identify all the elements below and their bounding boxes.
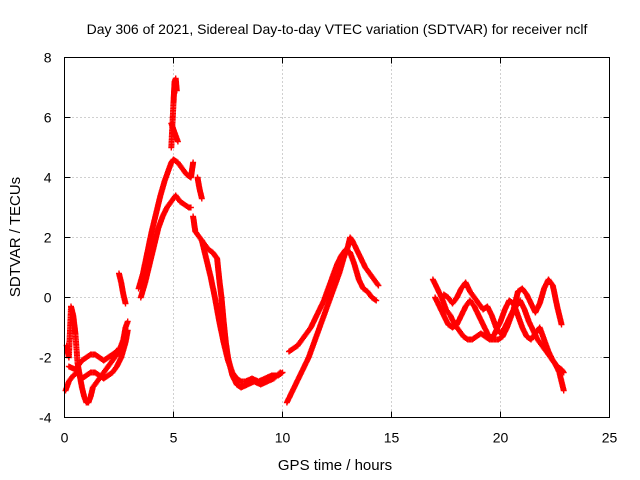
series-group [65,345,122,373]
y-tick-label: 8 [44,50,52,66]
y-tick-label: 2 [44,230,52,246]
x-tick-label: 10 [275,430,291,446]
y-tick-label: 4 [44,170,52,186]
data-point-markers [283,234,382,406]
y-tick-label: -4 [39,410,52,426]
x-tick-label: 15 [384,430,400,446]
chart-title: Day 306 of 2021, Sidereal Day-to-day VTE… [87,21,588,37]
series-group [62,327,131,394]
y-tick-label: 6 [44,110,52,126]
data-point-markers [194,174,205,202]
data-point-markers [198,237,286,385]
y-tick-label: -2 [39,350,52,366]
x-tick-label: 25 [602,430,618,446]
series-group [194,174,205,202]
series-group [137,192,194,301]
y-tick-label: 0 [44,290,52,306]
data-point-markers [168,120,181,145]
x-tick-label: 5 [170,430,178,446]
data-point-markers [286,246,380,355]
series-group [198,237,286,385]
data-point-markers [116,270,129,307]
series-group [116,270,129,307]
data-point-markers [432,294,567,376]
series-group [283,234,382,406]
data-point-markers [135,156,197,292]
series-group [440,276,565,337]
x-tick-label: 0 [61,430,69,446]
y-axis-label: SDTVAR / TECUs [7,177,24,297]
data-point-markers [440,276,565,337]
series-group [168,120,181,145]
x-axis-label: GPS time / hours [278,457,392,474]
data-point-markers [137,192,194,301]
data-point-markers [65,345,122,373]
axis-ticks: 0 5 10 15 20 25 -4 -2 0 2 4 6 8 [39,50,617,446]
grid [64,57,610,418]
data-marks [62,75,567,406]
data-point-markers [62,327,131,394]
series-group [432,294,567,376]
series-group [135,156,197,292]
x-tick-label: 20 [493,430,509,446]
series-group [286,246,380,355]
